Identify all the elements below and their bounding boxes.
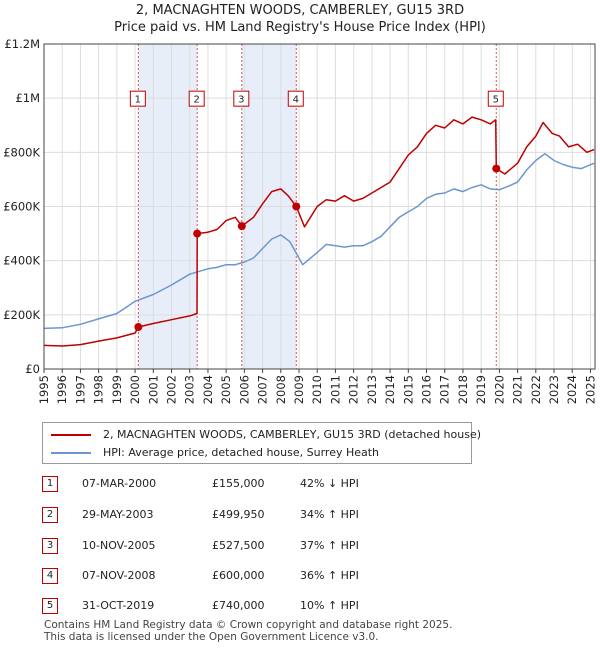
sale-date: 10-NOV-2005 bbox=[82, 539, 156, 552]
sale-label-box-1 bbox=[129, 90, 146, 107]
y-axis: £0 £200K £400K £600K £800K £1M £1.2M bbox=[3, 37, 40, 376]
legend-swatch-property bbox=[51, 434, 91, 436]
x-tick-label: 2004 bbox=[201, 375, 215, 404]
x-tick-label: 1996 bbox=[55, 375, 69, 404]
legend-label-property: 2, MACNAGHTEN WOODS, CAMBERLEY, GU15 3RD… bbox=[103, 428, 482, 441]
x-tick-label: 1995 bbox=[37, 375, 51, 404]
x-tick-label: 1998 bbox=[92, 375, 106, 404]
sale-hpi-diff: 42% ↓ HPI bbox=[300, 477, 359, 490]
x-tick-label: 2020 bbox=[492, 375, 506, 404]
legend: 2, MACNAGHTEN WOODS, CAMBERLEY, GU15 3RD… bbox=[42, 422, 481, 464]
sale-hpi-diff: 34% ↑ HPI bbox=[300, 508, 359, 521]
x-tick-label: 2010 bbox=[310, 375, 324, 404]
y-tick-label: £0 bbox=[25, 362, 40, 376]
sale-label-5: 5 bbox=[493, 95, 499, 106]
x-tick-label: 2002 bbox=[165, 375, 179, 404]
sale-number: 5 bbox=[42, 598, 58, 614]
grid bbox=[43, 43, 595, 370]
sale-date: 07-MAR-2000 bbox=[82, 477, 157, 490]
sale-label-3: 3 bbox=[238, 95, 244, 106]
x-tick-label: 2000 bbox=[128, 375, 142, 404]
x-axis: 1995 1996 1997 1998 1999 2000 2001 2002 2003 2004… bbox=[37, 369, 597, 404]
sale-price: £499,950 bbox=[212, 508, 265, 521]
sale-point-4 bbox=[292, 202, 301, 211]
x-tick-label: 2014 bbox=[383, 375, 397, 404]
x-tick-label: 2003 bbox=[183, 375, 197, 404]
sale-label-box-5 bbox=[487, 90, 504, 107]
chart-title: 2, MACNAGHTEN WOODS, CAMBERLEY, GU15 3RD bbox=[136, 3, 464, 18]
x-tick-label: 2019 bbox=[474, 375, 488, 404]
sale-point-3 bbox=[237, 222, 246, 231]
x-tick-label: 2009 bbox=[292, 375, 306, 404]
x-tick-label: 2005 bbox=[219, 375, 233, 404]
sale-price: £600,000 bbox=[212, 569, 265, 582]
y-tick-label: £200K bbox=[3, 308, 40, 322]
sale-label-1: 1 bbox=[135, 95, 141, 106]
x-tick-label: 2024 bbox=[565, 375, 579, 404]
legend-label-hpi: HPI: Average price, detached house, Surr… bbox=[103, 446, 380, 459]
sale-hpi-diff: 37% ↑ HPI bbox=[300, 539, 359, 552]
x-tick-label: 2011 bbox=[328, 375, 342, 404]
series-hpi-line bbox=[43, 152, 595, 330]
sale-label-box-4 bbox=[287, 90, 304, 107]
footer-licence: This data is licensed under the Open Gov… bbox=[44, 631, 379, 643]
sale-price: £155,000 bbox=[212, 477, 265, 490]
x-tick-label: 2015 bbox=[401, 375, 415, 404]
sale-date: 07-NOV-2008 bbox=[82, 569, 156, 582]
chart-subtitle: Price paid vs. HM Land Registry's House … bbox=[114, 20, 486, 35]
series bbox=[43, 116, 595, 347]
y-tick-label: £400K bbox=[3, 254, 40, 268]
sale-point-2 bbox=[193, 229, 202, 238]
sale-number: 4 bbox=[42, 568, 58, 584]
sale-hpi-diff: 36% ↑ HPI bbox=[300, 569, 359, 582]
sale-number: 2 bbox=[42, 507, 58, 523]
x-tick-label: 2001 bbox=[146, 375, 160, 404]
sale-label-2: 2 bbox=[193, 95, 199, 106]
x-tick-label: 2006 bbox=[237, 375, 251, 404]
price-chart: 2, MACNAGHTEN WOODS, CAMBERLEY, GU15 3RD… bbox=[3, 3, 597, 404]
sale-price: £740,000 bbox=[212, 599, 265, 612]
y-tick-label: £800K bbox=[3, 145, 40, 159]
sale-label-box-2 bbox=[188, 90, 205, 107]
x-tick-label: 2016 bbox=[420, 375, 434, 404]
sale-label-box-3 bbox=[233, 90, 250, 107]
x-tick-label: 2022 bbox=[529, 375, 543, 404]
sale-markers: 1 2 3 4 5 bbox=[129, 90, 504, 332]
footer-copyright: Contains HM Land Registry data © Crown c… bbox=[44, 619, 453, 631]
x-tick-label: 2007 bbox=[256, 375, 270, 404]
sale-point-1 bbox=[134, 323, 143, 332]
x-tick-label: 2023 bbox=[547, 375, 561, 404]
sale-date: 29-MAY-2003 bbox=[82, 508, 154, 521]
sale-label-4: 4 bbox=[293, 95, 299, 106]
x-tick-label: 2018 bbox=[456, 375, 470, 404]
sale-date: 31-OCT-2019 bbox=[82, 599, 155, 612]
y-tick-label: £600K bbox=[3, 200, 40, 214]
x-tick-label: 2025 bbox=[583, 375, 597, 404]
y-tick-label: £1M bbox=[15, 91, 40, 105]
x-tick-label: 2021 bbox=[511, 375, 525, 404]
sale-number: 1 bbox=[42, 476, 58, 492]
x-tick-label: 2013 bbox=[365, 375, 379, 404]
sale-price: £527,500 bbox=[212, 539, 265, 552]
y-tick-label: £1.2M bbox=[4, 37, 40, 51]
plot-frame bbox=[43, 43, 596, 370]
x-tick-label: 1999 bbox=[110, 375, 124, 404]
sale-number: 3 bbox=[42, 538, 58, 554]
sale-point-5 bbox=[492, 164, 501, 173]
x-tick-label: 2017 bbox=[438, 375, 452, 404]
legend-swatch-hpi bbox=[51, 452, 91, 454]
x-tick-label: 2012 bbox=[347, 375, 361, 404]
footer: Contains HM Land Registry data © Crown c… bbox=[44, 619, 452, 643]
x-tick-label: 1997 bbox=[73, 375, 87, 404]
x-tick-label: 2008 bbox=[274, 375, 288, 404]
series-property-line bbox=[43, 116, 595, 347]
sale-hpi-diff: 10% ↑ HPI bbox=[300, 599, 359, 612]
